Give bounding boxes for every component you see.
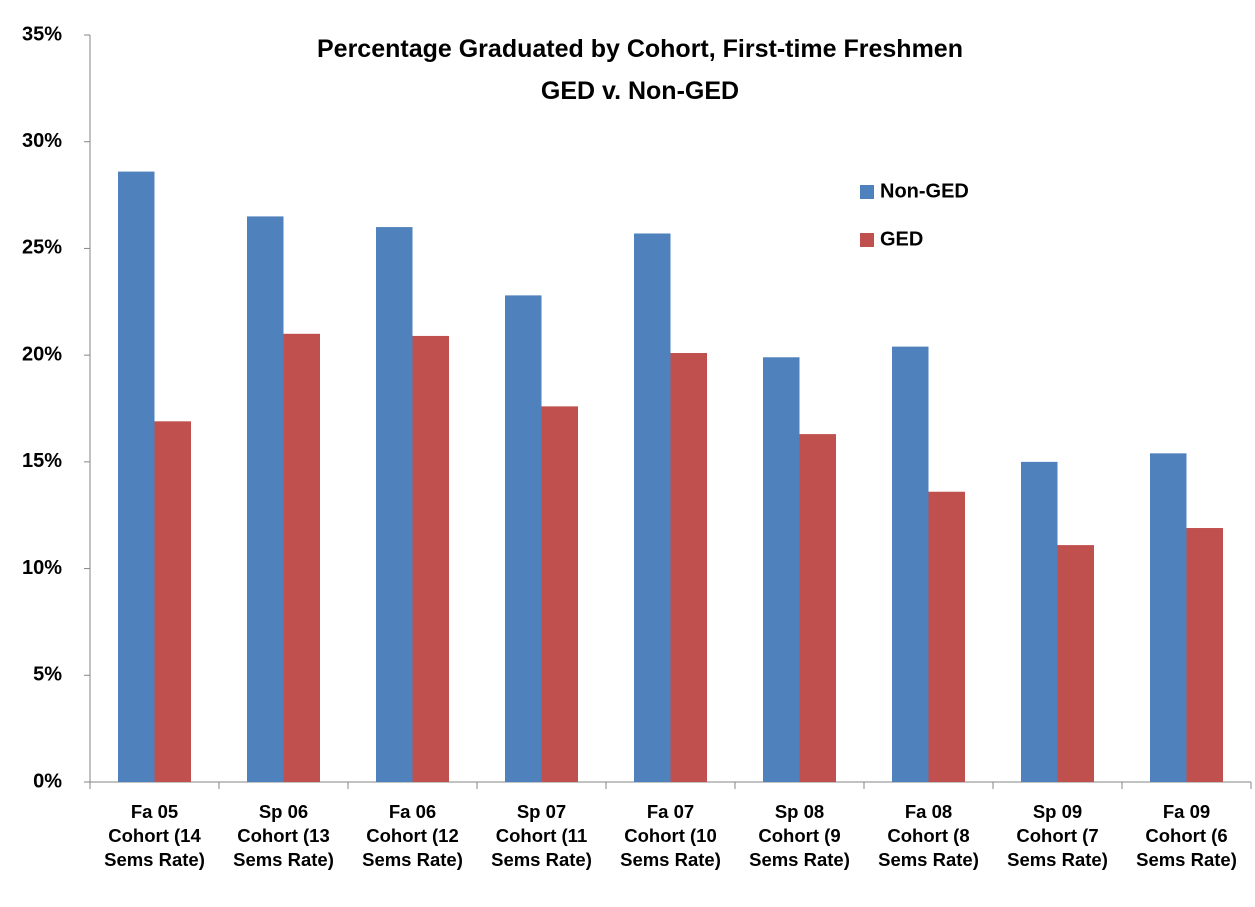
bar	[412, 335, 449, 782]
bar	[247, 216, 284, 782]
bar	[1057, 545, 1094, 782]
legend-swatch	[860, 233, 874, 247]
bar	[118, 171, 155, 782]
y-tick-label: 30%	[22, 130, 62, 152]
bar	[928, 491, 965, 782]
x-tick-label: Sp 07 Cohort (11 Sems Rate)	[491, 801, 592, 870]
bar	[1021, 461, 1058, 782]
y-tick-label: 25%	[22, 237, 62, 259]
bar	[283, 333, 320, 782]
legend-swatch	[860, 185, 874, 199]
x-tick-label: Fa 08 Cohort (8 Sems Rate)	[878, 801, 979, 870]
bar	[670, 353, 707, 782]
y-tick-label: 0%	[33, 770, 62, 792]
bar	[505, 295, 542, 782]
x-tick-label: Fa 05 Cohort (14 Sems Rate)	[104, 801, 205, 870]
bar	[541, 406, 578, 782]
legend-label: Non-GED	[880, 180, 969, 202]
y-tick-label: 10%	[22, 557, 62, 579]
bar	[376, 227, 413, 783]
bar	[634, 233, 671, 782]
bar	[1150, 453, 1187, 782]
x-tick-label: Sp 08 Cohort (9 Sems Rate)	[749, 801, 850, 870]
chart-title: Percentage Graduated by Cohort, First-ti…	[317, 35, 963, 105]
bar	[1186, 528, 1223, 782]
x-tick-label: Sp 06 Cohort (13 Sems Rate)	[233, 801, 334, 870]
bar	[763, 357, 800, 782]
y-tick-label: 5%	[33, 664, 62, 686]
bar	[154, 421, 191, 782]
x-tick-label: Fa 07 Cohort (10 Sems Rate)	[620, 801, 721, 870]
legend-label: GED	[880, 228, 923, 250]
x-tick-label: Sp 09 Cohort (7 Sems Rate)	[1007, 801, 1108, 870]
y-tick-label: 35%	[22, 23, 62, 45]
y-tick-label: 15%	[22, 450, 62, 472]
y-tick-label: 20%	[22, 343, 62, 365]
x-tick-label: Fa 06 Cohort (12 Sems Rate)	[362, 801, 463, 870]
x-tick-label: Fa 09 Cohort (6 Sems Rate)	[1136, 801, 1237, 870]
bar	[892, 346, 929, 782]
bar	[799, 434, 836, 782]
